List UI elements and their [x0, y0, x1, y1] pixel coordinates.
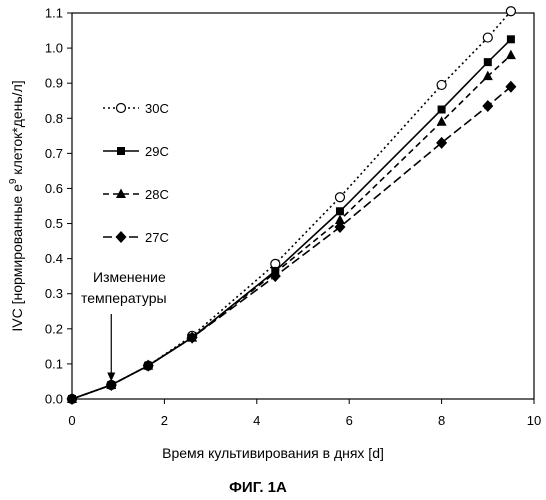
x-tick-label: 2 [161, 413, 168, 428]
square-marker [336, 207, 344, 215]
x-axis-label: Время культивирования в днях [d] [162, 445, 384, 461]
diamond-marker [143, 360, 154, 372]
annotation-line-2: температуры [81, 290, 167, 306]
triangle-marker [506, 50, 516, 60]
series-line [72, 39, 511, 399]
annotation-arrow-head [107, 372, 115, 381]
y-tick-label: 0.1 [45, 356, 63, 371]
series-line [72, 11, 511, 399]
legend: 30C 29C 28C 27C [103, 101, 169, 245]
legend-label: 28C [145, 187, 169, 202]
open-circle-marker [483, 33, 492, 42]
annotation: Изменение температуры [81, 269, 167, 381]
x-tick-label: 10 [527, 413, 541, 428]
open-circle-marker [437, 80, 446, 89]
open-circle-marker [117, 104, 126, 113]
square-marker [484, 58, 492, 66]
plot-frame [72, 13, 534, 399]
x-tick-label: 6 [346, 413, 353, 428]
square-marker [117, 147, 125, 155]
open-circle-marker [506, 7, 515, 16]
y-tick-label: 1.1 [45, 6, 63, 21]
diamond-marker [482, 100, 493, 112]
square-marker [438, 106, 446, 114]
legend-label: 29C [145, 144, 169, 159]
series-27C [67, 81, 517, 405]
legend-item-29C: 29C [103, 144, 169, 159]
series-line [72, 87, 511, 399]
legend-item-27C: 27C [103, 230, 169, 245]
x-tick-label: 0 [68, 413, 75, 428]
diamond-marker [116, 231, 127, 243]
series-30C [68, 7, 516, 404]
annotation-line-1: Изменение [93, 269, 166, 285]
x-tick-label: 4 [253, 413, 260, 428]
legend-label: 27C [145, 230, 169, 245]
y-tick-label: 0.5 [45, 216, 63, 231]
y-tick-label: 0.4 [45, 251, 63, 266]
y-tick-label: 0.0 [45, 392, 63, 407]
y-tick-label: 0.9 [45, 76, 63, 91]
y-tick-label: 0.3 [45, 286, 63, 301]
diamond-marker [67, 393, 78, 405]
figure-caption: ФИГ. 1А [229, 479, 287, 496]
x-tick-label: 8 [438, 413, 445, 428]
square-marker [507, 35, 515, 43]
open-circle-marker [335, 193, 344, 202]
series-29C [68, 35, 515, 403]
triangle-marker [483, 71, 493, 81]
y-tick-label: 0.8 [45, 111, 63, 126]
series-group [67, 7, 517, 405]
legend-label: 30C [145, 101, 169, 116]
y-tick-label: 1.0 [45, 41, 63, 56]
legend-item-30C: 30C [103, 101, 169, 116]
y-tick-label: 0.6 [45, 181, 63, 196]
y-axis-label: IVC [нормированные e9 клеток*день/л] [8, 80, 25, 331]
y-tick-label: 0.2 [45, 321, 63, 336]
y-tick-label: 0.7 [45, 146, 63, 161]
legend-item-28C: 28C [103, 187, 169, 202]
